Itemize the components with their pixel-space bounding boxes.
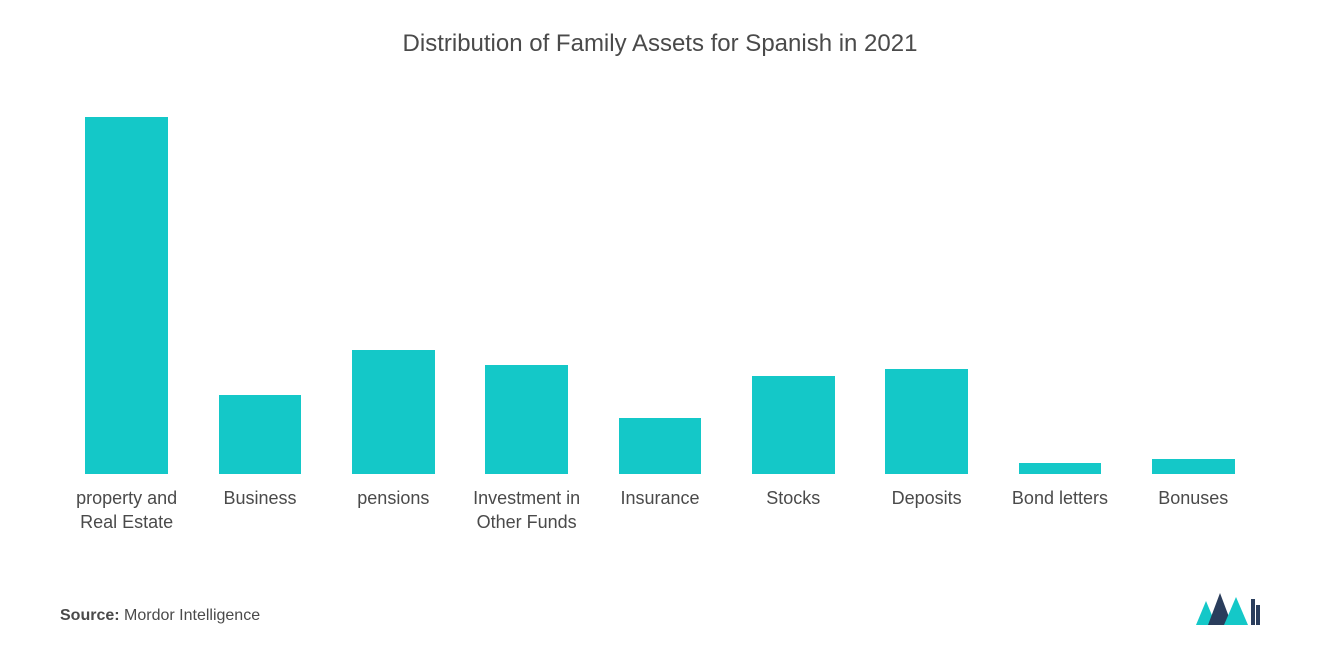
chart-title: Distribution of Family Assets for Spanis… bbox=[50, 30, 1270, 58]
bar-category-label: Business bbox=[223, 486, 296, 561]
bar bbox=[219, 395, 302, 474]
source-attribution: Source: Mordor Intelligence bbox=[60, 607, 260, 625]
bar-wrapper bbox=[860, 98, 993, 474]
bar-category-label: Insurance bbox=[620, 486, 699, 561]
brand-logo-icon bbox=[1196, 591, 1260, 625]
bar-group: Deposits bbox=[860, 98, 993, 561]
bar-group: Stocks bbox=[727, 98, 860, 561]
bar-category-label: Deposits bbox=[892, 486, 962, 561]
chart-plot-area: property and Real Estate Business pensions… bbox=[50, 98, 1270, 561]
bar bbox=[752, 376, 835, 474]
bar-wrapper bbox=[993, 98, 1126, 474]
bar-group: Insurance bbox=[593, 98, 726, 561]
bar-wrapper bbox=[727, 98, 860, 474]
bar bbox=[485, 365, 568, 474]
bar-wrapper bbox=[460, 98, 593, 474]
chart-container: Distribution of Family Assets for Spanis… bbox=[0, 0, 1320, 665]
bar bbox=[885, 369, 968, 474]
bar bbox=[1152, 459, 1235, 474]
bar-group: Investment in Other Funds bbox=[460, 98, 593, 561]
bar-category-label: Investment in Other Funds bbox=[467, 486, 587, 561]
bar-wrapper bbox=[327, 98, 460, 474]
bar-group: property and Real Estate bbox=[60, 98, 193, 561]
bar-group: Bonuses bbox=[1127, 98, 1260, 561]
source-value: Mordor Intelligence bbox=[124, 607, 260, 624]
bar-category-label: Stocks bbox=[766, 486, 820, 561]
bar-wrapper bbox=[60, 98, 193, 474]
source-label: Source: bbox=[60, 607, 120, 624]
bar-category-label: Bond letters bbox=[1012, 486, 1108, 561]
bar-category-label: Bonuses bbox=[1158, 486, 1228, 561]
bar-group: pensions bbox=[327, 98, 460, 561]
bar bbox=[85, 117, 168, 474]
bar bbox=[1019, 463, 1102, 474]
bar-wrapper bbox=[1127, 98, 1260, 474]
bar bbox=[352, 350, 435, 474]
bar-category-label: property and Real Estate bbox=[67, 486, 187, 561]
bar-category-label: pensions bbox=[357, 486, 429, 561]
bar-group: Business bbox=[193, 98, 326, 561]
chart-footer: Source: Mordor Intelligence bbox=[50, 591, 1270, 625]
bar bbox=[619, 418, 702, 474]
bar-wrapper bbox=[193, 98, 326, 474]
bar-group: Bond letters bbox=[993, 98, 1126, 561]
bar-wrapper bbox=[593, 98, 726, 474]
